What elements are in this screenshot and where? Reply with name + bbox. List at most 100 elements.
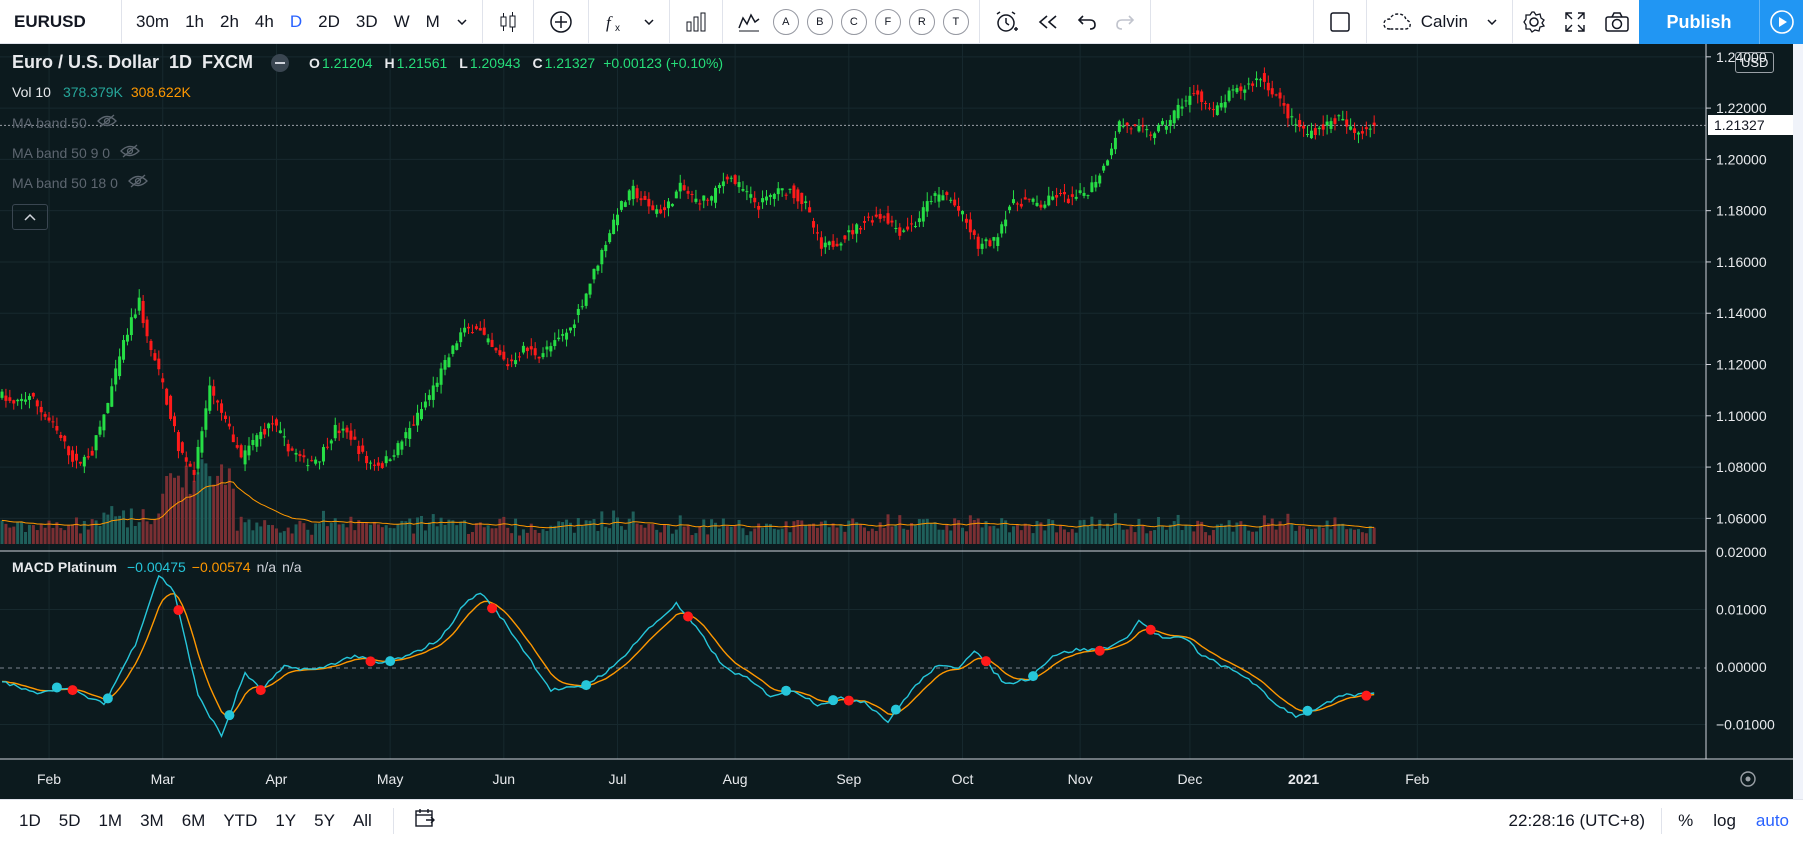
candle-body (271, 423, 275, 425)
chart-area[interactable]: 1.24000 1.22000 1.20000 1.18000 1.16000 1.140… (0, 44, 1803, 799)
candle-body (498, 350, 502, 356)
volume-bar (329, 522, 333, 544)
candle-body (98, 426, 102, 435)
cloud-icon[interactable] (1373, 0, 1421, 44)
candle-body (1133, 124, 1137, 126)
price-axis-gear-icon[interactable] (1740, 771, 1756, 787)
volume-bar (717, 528, 721, 544)
range-5y[interactable]: 5Y (314, 810, 335, 830)
eye-crossed-icon[interactable] (127, 174, 148, 191)
timeframe-d[interactable]: D (289, 11, 303, 31)
collapse-legend-button[interactable] (12, 204, 48, 230)
alert-circle-a[interactable]: A (772, 8, 799, 35)
play-icon[interactable] (1759, 0, 1803, 44)
volume-bar (306, 529, 310, 544)
candle-body (1019, 203, 1023, 207)
candle-body (1247, 83, 1251, 85)
macd-cross-dot (385, 656, 396, 667)
range-ytd[interactable]: YTD (223, 810, 258, 830)
auto-toggle[interactable]: auto (1755, 811, 1789, 830)
chart-canvas[interactable]: 1.240001.220001.200001.180001.160001.140… (0, 44, 1793, 799)
alarm-clock-icon[interactable] (986, 0, 1028, 44)
volume-bar (537, 532, 541, 544)
layout-square-icon[interactable] (1320, 0, 1360, 44)
alert-circle-r[interactable]: R (908, 8, 935, 35)
range-1m[interactable]: 1M (98, 810, 123, 830)
gear-icon[interactable] (1513, 0, 1555, 44)
alert-circle-t[interactable]: T (942, 8, 969, 35)
timeframe-dropdown-icon[interactable] (448, 0, 476, 44)
volume-bar (333, 518, 337, 544)
ma-label-2[interactable]: MA band 50 9 0 (12, 144, 111, 161)
goto-date-icon[interactable] (406, 808, 444, 833)
range-3m[interactable]: 3M (140, 810, 164, 830)
volume-bar (996, 528, 1000, 544)
volume-bar (1258, 525, 1262, 544)
volume-bar (1172, 521, 1176, 544)
timeframe-w[interactable]: W (393, 11, 410, 31)
timeframe-2d[interactable]: 2D (318, 11, 340, 31)
alert-circle-b[interactable]: B (806, 8, 833, 35)
timeframe-1h[interactable]: 1h (185, 11, 204, 31)
candle-body (776, 188, 780, 195)
clock[interactable]: 22:28:16 (UTC+8) (1508, 811, 1646, 830)
volume-bar (1219, 523, 1223, 544)
candle-body (1117, 121, 1121, 132)
timeframe-group: 30m 1h 2h 4h D 2D 3D W M (122, 0, 483, 44)
candles-icon[interactable] (489, 0, 527, 44)
range-5d[interactable]: 5D (58, 810, 81, 830)
volume-bar (1113, 513, 1117, 544)
volume-bar (396, 523, 400, 544)
percent-toggle[interactable]: % (1678, 811, 1694, 830)
volume-bar (545, 530, 549, 544)
timeframe-2h[interactable]: 2h (220, 11, 239, 31)
macd-cross-dot (1302, 705, 1313, 716)
ma-label-3[interactable]: MA band 50 18 0 (12, 174, 118, 191)
volume-bar (541, 529, 545, 544)
layout-name[interactable]: Calvin (1420, 12, 1468, 31)
timeframe-4h[interactable]: 4h (254, 11, 274, 31)
undo-icon[interactable] (1068, 0, 1106, 44)
pattern-icon[interactable] (729, 0, 769, 44)
alert-circle-c[interactable]: C (840, 8, 867, 35)
range-1y[interactable]: 1Y (275, 810, 297, 830)
eye-crossed-icon[interactable] (120, 144, 140, 161)
timeframe-30m[interactable]: 30m (136, 11, 170, 31)
log-toggle[interactable]: log (1713, 811, 1736, 830)
timeframe-3d[interactable]: 3D (355, 11, 378, 31)
camera-icon[interactable] (1595, 0, 1639, 44)
symbol-search-button[interactable]: EURUSD (0, 0, 122, 44)
volume-bar (706, 534, 710, 544)
financials-bar-icon[interactable] (676, 0, 716, 44)
fullscreen-icon[interactable] (1555, 0, 1595, 44)
compare-add-icon[interactable] (540, 0, 582, 44)
volume-label[interactable]: Vol 10 (12, 84, 51, 100)
indicators-dropdown-icon[interactable] (635, 0, 663, 44)
replay-icon[interactable] (1028, 0, 1068, 44)
volume-bar (741, 528, 745, 544)
legend-c-value: 1.21327 (544, 54, 596, 71)
macd-cross-dot (581, 680, 592, 691)
layout-dropdown-icon[interactable] (1478, 0, 1506, 44)
legend-more-icon[interactable] (271, 53, 290, 72)
alert-circle-f[interactable]: F (874, 8, 901, 35)
volume-bar (1066, 532, 1070, 544)
range-1d[interactable]: 1D (19, 810, 41, 830)
volume-bar (980, 527, 984, 544)
eye-crossed-icon[interactable] (96, 114, 117, 131)
vertical-scrollbar[interactable] (1793, 44, 1803, 799)
range-all[interactable]: All (352, 810, 372, 830)
volume-bar (439, 517, 443, 544)
currency-badge[interactable]: USD (1735, 52, 1775, 73)
candle-body (282, 436, 286, 438)
timeframe-m[interactable]: M (425, 11, 440, 31)
legend-title[interactable]: Euro / U.S. Dollar (12, 52, 160, 72)
candle-body (737, 182, 741, 188)
redo-icon[interactable] (1106, 0, 1144, 44)
range-6m[interactable]: 6M (181, 810, 206, 830)
volume-bar (1125, 529, 1129, 544)
macd-label[interactable]: MACD Platinum (12, 559, 117, 575)
publish-button[interactable]: Publish (1639, 0, 1759, 44)
ma-label-1[interactable]: MA band 50 (12, 114, 87, 131)
